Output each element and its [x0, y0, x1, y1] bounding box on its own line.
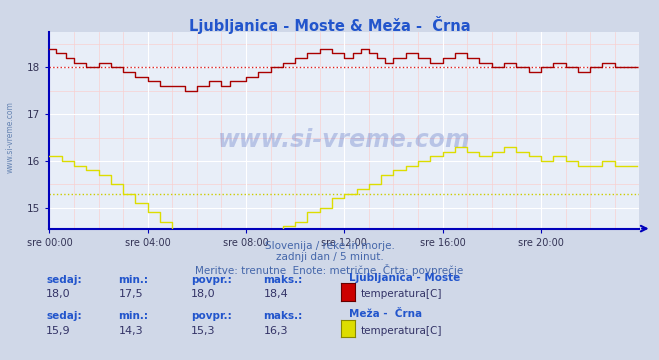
- Text: 18,4: 18,4: [264, 289, 289, 299]
- Text: 16,3: 16,3: [264, 326, 288, 336]
- Text: Slovenija / reke in morje.: Slovenija / reke in morje.: [264, 241, 395, 251]
- Text: Meritve: trenutne  Enote: metrične  Črta: povprečje: Meritve: trenutne Enote: metrične Črta: …: [195, 264, 464, 275]
- Text: povpr.:: povpr.:: [191, 311, 232, 321]
- Text: temperatura[C]: temperatura[C]: [360, 289, 442, 299]
- Text: maks.:: maks.:: [264, 311, 303, 321]
- Text: 18,0: 18,0: [46, 289, 71, 299]
- Text: min.:: min.:: [119, 311, 149, 321]
- Text: temperatura[C]: temperatura[C]: [360, 326, 442, 336]
- Text: maks.:: maks.:: [264, 275, 303, 285]
- Text: www.si-vreme.com: www.si-vreme.com: [218, 128, 471, 152]
- Text: Ljubljanica - Moste & Meža -  Črna: Ljubljanica - Moste & Meža - Črna: [188, 16, 471, 34]
- Text: povpr.:: povpr.:: [191, 275, 232, 285]
- Text: zadnji dan / 5 minut.: zadnji dan / 5 minut.: [275, 252, 384, 262]
- Text: 17,5: 17,5: [119, 289, 143, 299]
- Text: 15,3: 15,3: [191, 326, 215, 336]
- Text: 15,9: 15,9: [46, 326, 71, 336]
- Text: sedaj:: sedaj:: [46, 275, 82, 285]
- Text: min.:: min.:: [119, 275, 149, 285]
- Text: Ljubljanica - Moste: Ljubljanica - Moste: [349, 273, 461, 283]
- Text: 14,3: 14,3: [119, 326, 143, 336]
- Text: www.si-vreme.com: www.si-vreme.com: [5, 101, 14, 173]
- Text: 18,0: 18,0: [191, 289, 215, 299]
- Text: Meža -  Črna: Meža - Črna: [349, 309, 422, 319]
- Text: sedaj:: sedaj:: [46, 311, 82, 321]
